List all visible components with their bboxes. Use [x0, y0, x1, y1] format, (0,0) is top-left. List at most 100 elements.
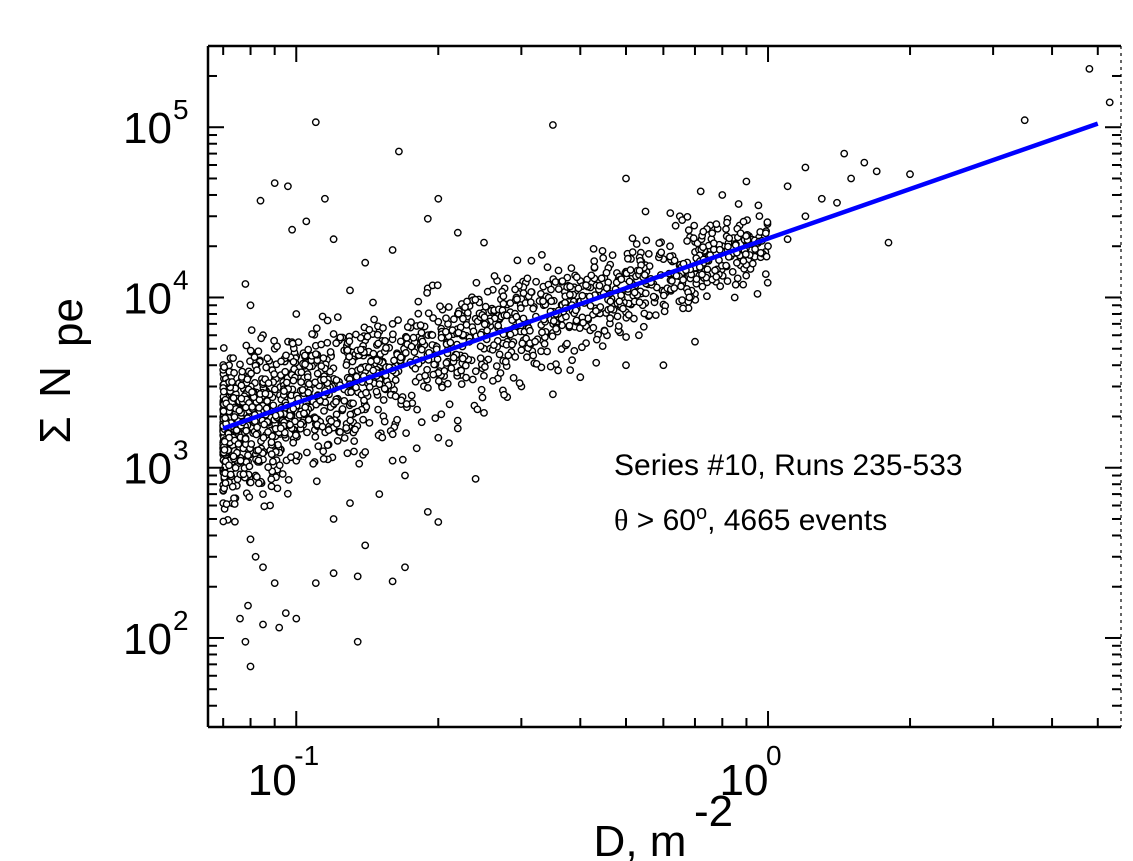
scatter-point: [362, 388, 370, 397]
scatter-point: [477, 385, 486, 394]
scatter-point: [323, 316, 332, 325]
scatter-point: [783, 182, 792, 191]
y-axis-label-sigma: Σ: [31, 416, 80, 443]
scatter-point: [526, 326, 534, 335]
scatter-point: [346, 499, 354, 507]
scatter-point: [263, 397, 272, 405]
scatter-point: [728, 267, 737, 276]
scatter-point: [225, 461, 233, 470]
scatter-point: [356, 365, 365, 373]
scatter-point: [361, 258, 370, 267]
scatter-point: [232, 426, 241, 435]
scatter-point: [578, 291, 587, 300]
scatter-point: [906, 170, 914, 179]
scatter-point: [242, 426, 251, 435]
scatter-point: [417, 345, 426, 354]
scatter-point: [488, 376, 497, 385]
scatter-point: [289, 438, 298, 447]
scatter-point: [589, 323, 598, 332]
scatter-point: [411, 364, 420, 373]
scatter-point: [543, 263, 552, 272]
scatter-point: [388, 430, 397, 439]
annotation-degree: o: [696, 502, 707, 524]
scatter-point: [847, 174, 855, 183]
scatter-point: [679, 304, 687, 313]
x-axis-label: D, m: [594, 817, 687, 861]
scatter-point: [480, 362, 489, 371]
scatter-point: [458, 354, 467, 363]
scatter-point: [396, 337, 405, 346]
scatter-point: [709, 239, 718, 248]
scatter-point: [532, 277, 540, 286]
scatter-point: [318, 312, 327, 321]
scatter-point: [292, 614, 301, 623]
scatter-point: [338, 405, 347, 413]
scatter-point: [741, 250, 750, 259]
scatter-point: [414, 297, 423, 306]
scatter-point: [606, 297, 615, 306]
scatter-point: [340, 396, 349, 405]
scatter-point: [434, 317, 443, 326]
scatter-point: [424, 309, 433, 318]
scatter-point: [332, 397, 340, 406]
scatter-point: [319, 454, 328, 463]
scatter-point: [546, 362, 555, 371]
scatter-point: [574, 284, 583, 293]
scatter-point: [300, 351, 309, 360]
scatter-point: [670, 284, 679, 292]
scatter-point: [578, 343, 586, 352]
scatter-point: [343, 449, 352, 458]
scatter-point: [413, 405, 421, 414]
scatter-point: [246, 535, 255, 544]
scatter-point: [283, 489, 292, 498]
scatter-point: [394, 147, 403, 156]
scatter-point: [237, 394, 246, 403]
scatter-point: [313, 369, 322, 378]
scatter-point: [361, 448, 370, 456]
scatter-point: [236, 614, 244, 623]
scatter-point: [453, 416, 462, 425]
scatter-point: [270, 179, 279, 188]
scatter-point: [579, 318, 587, 327]
scatter-point: [323, 441, 332, 449]
scatter-point: [576, 373, 585, 382]
scatter-point: [632, 240, 641, 248]
scatter-point: [683, 237, 691, 245]
scatter-point: [617, 275, 626, 284]
scatter-point: [329, 515, 338, 523]
scatter-point: [690, 221, 699, 230]
scatter-point: [277, 357, 285, 366]
scatter-point: [517, 346, 526, 355]
scatter-point: [393, 415, 401, 424]
scatter-point: [445, 439, 453, 447]
scatter-point: [253, 423, 262, 432]
scatter-point: [755, 212, 764, 221]
scatter-point: [336, 333, 345, 342]
scatter-point: [508, 340, 516, 349]
scatter-point: [221, 414, 230, 422]
scatter-point: [433, 281, 442, 290]
scatter-point: [248, 403, 257, 411]
scatter-point: [602, 268, 611, 277]
scatter-point: [254, 479, 263, 488]
scatter-point: [275, 461, 284, 470]
scatter-point: [572, 316, 581, 325]
scatter-point: [437, 333, 446, 342]
scatter-point: [733, 258, 741, 267]
scatter-point: [219, 517, 228, 526]
scatter-point: [239, 470, 248, 479]
scatter-point: [454, 309, 463, 318]
scatter-point: [250, 353, 259, 361]
scatter-point: [626, 266, 635, 274]
scatter-point: [751, 245, 759, 254]
scatter-point: [733, 274, 742, 283]
scatter-point: [351, 425, 359, 434]
y-tick-label: 10: [123, 274, 172, 323]
scatter-point: [592, 307, 600, 315]
scatter-point: [283, 182, 292, 191]
scatter-point: [685, 293, 694, 302]
scatter-point: [722, 261, 730, 270]
scatter-point: [222, 500, 231, 508]
